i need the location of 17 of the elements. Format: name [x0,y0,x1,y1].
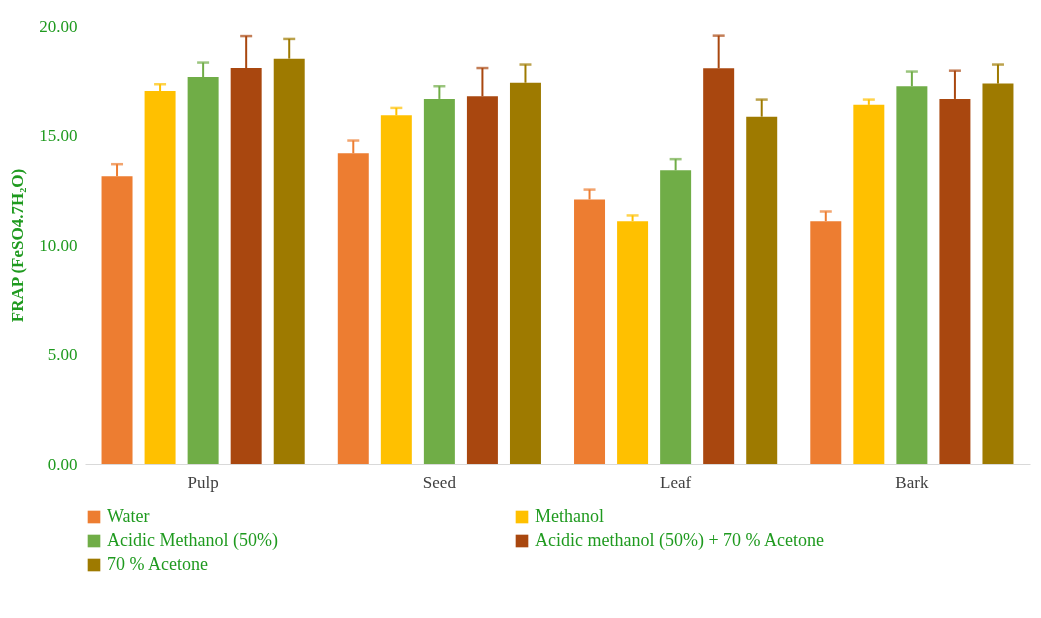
y-tick-label: 10.00 [39,235,78,255]
legend-label: Methanol [535,506,604,526]
legend-label: Acidic methanol (50%) + 70 % Acetone [535,530,825,551]
x-tick-label: Pulp [187,472,219,492]
x-tick-label: Bark [895,472,929,492]
y-tick-label: 5.00 [47,345,78,364]
y-tick-label: 0.00 [47,454,78,474]
bar [853,104,885,464]
x-tick-label: Seed [422,472,457,492]
y-axis-title: FRAP (FeSO4.7H₂O) [8,168,28,323]
legend-label: 70 % Acetone [107,554,208,574]
legend-label: Water [107,506,150,526]
legend-label: Acidic Methanol (50%) [107,530,278,551]
y-tick-label: 15.00 [39,126,78,145]
bar [617,221,649,464]
y-tick-label: 20.00 [39,16,78,36]
x-tick-label: Leaf [660,472,692,492]
